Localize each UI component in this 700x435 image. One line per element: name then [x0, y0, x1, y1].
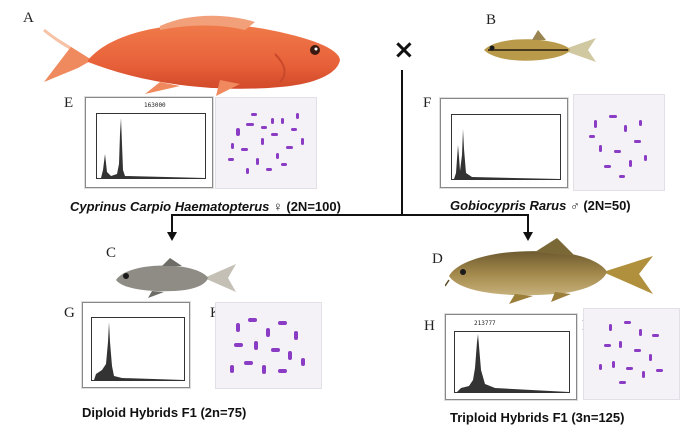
panel-label-c: C	[106, 245, 117, 261]
panel-label-d: D	[432, 251, 443, 267]
female-chromosome-count: (2N=100)	[286, 199, 341, 214]
chromosome-spread-k	[215, 302, 322, 389]
rare-minnow-image	[484, 30, 596, 62]
flow-cytometry-histogram-g	[82, 302, 190, 388]
triploid-caption: Triploid Hybrids F1 (3n=125)	[450, 410, 625, 425]
diploid-hybrid-fish-image	[116, 258, 236, 298]
cross-symbol: ×	[393, 35, 415, 65]
female-parent-caption: Cyprinus Carpio Haematopterus ♀ (2N=100)	[70, 199, 341, 214]
right-arrowhead-icon	[523, 232, 533, 241]
panel-label-h: H	[424, 318, 435, 334]
histogram-peaks	[454, 129, 560, 179]
male-chromosome-count: (2N=50)	[583, 198, 631, 213]
histogram-header	[444, 101, 564, 112]
histogram-header	[86, 305, 186, 316]
male-symbol: ♂	[569, 198, 580, 213]
panel-label-g: G	[64, 305, 75, 321]
diploid-caption: Diploid Hybrids F1 (2n=75)	[82, 405, 247, 420]
histogram-peaks	[94, 322, 184, 380]
male-species-name: Gobiocypris Rarus	[450, 198, 567, 213]
chromosome-spread-i	[215, 97, 317, 189]
triploid-hybrid-fish-image	[445, 238, 653, 304]
flow-cytometry-histogram-f	[440, 98, 568, 188]
male-parent-caption: Gobiocypris Rarus ♂ (2N=50)	[450, 198, 631, 213]
histogram-peaks	[101, 118, 205, 178]
histogram-peaks	[457, 334, 569, 392]
female-species-name: Cyprinus Carpio Haematopterus	[70, 199, 270, 214]
flow-cytometry-histogram-e: 163000	[85, 97, 213, 188]
flow-cytometry-histogram-h: 213777	[445, 314, 577, 400]
panel-label-b: B	[486, 12, 497, 28]
panel-label-a: A	[23, 10, 34, 26]
chromosome-spread-l	[583, 308, 680, 400]
flow-readout-h: 213777	[474, 320, 496, 327]
histogram-header	[449, 317, 573, 328]
panel-label-f: F	[423, 95, 432, 111]
female-symbol: ♀	[273, 199, 283, 214]
chromosome-spread-j	[573, 94, 665, 191]
panel-label-e: E	[64, 95, 74, 111]
red-crucian-carp-image	[43, 15, 340, 96]
flow-readout-e: 163000	[144, 102, 166, 109]
left-arrowhead-icon	[167, 232, 177, 241]
